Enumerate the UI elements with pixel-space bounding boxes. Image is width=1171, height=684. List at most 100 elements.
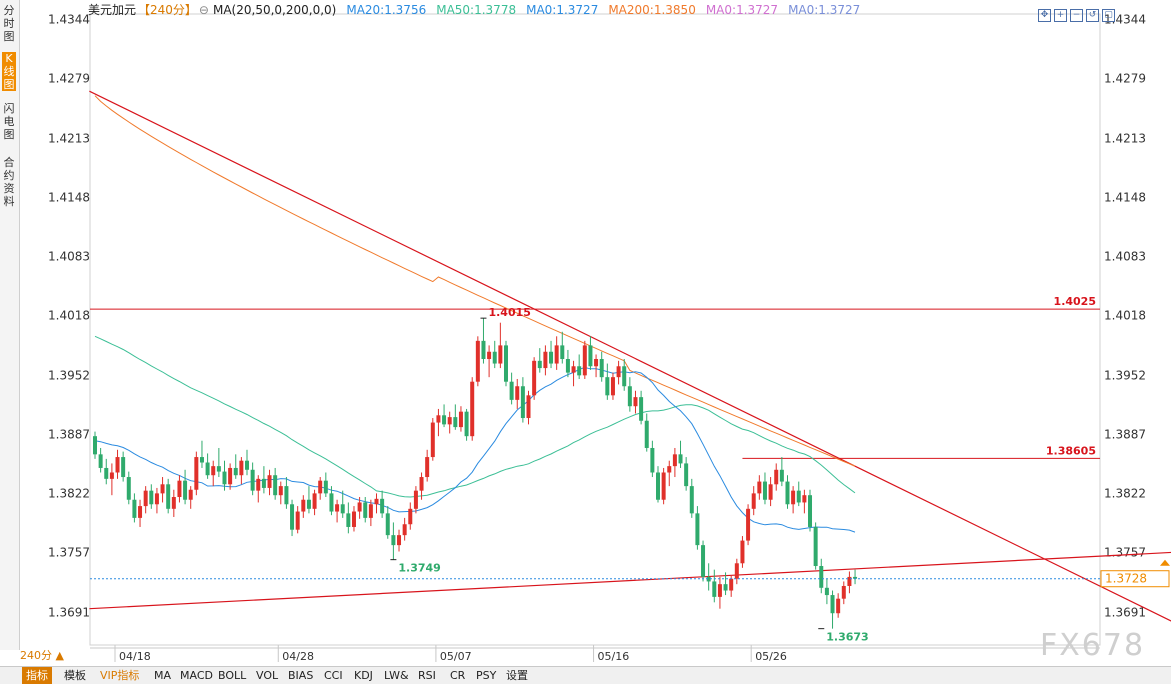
candle-body [419, 477, 424, 491]
candle-body [768, 484, 773, 500]
y-tick-right: 1.4018 [1104, 308, 1146, 322]
candle-body [650, 447, 655, 473]
candle-body [301, 499, 306, 512]
candle-body [757, 481, 762, 494]
candle-body [616, 366, 621, 378]
candle-body [425, 457, 430, 478]
plot-frame [89, 13, 1101, 646]
indicator-tab[interactable]: MA [154, 669, 172, 682]
watermark: FX678 [1040, 628, 1146, 663]
candle-body [481, 340, 486, 360]
candle-body [346, 513, 351, 527]
annotation-label: 1.4015 [488, 306, 530, 319]
tab-lightning[interactable]: 闪电图 [3, 102, 15, 141]
candle-body [205, 462, 210, 476]
tab-kline[interactable]: K线图 [2, 52, 16, 91]
candle-body [194, 457, 199, 490]
ma20-line [94, 366, 856, 533]
candle-body [318, 480, 323, 494]
candle-body [791, 490, 796, 505]
candle-body [796, 490, 801, 503]
indicator-tab[interactable]: BOLL [218, 669, 247, 682]
candle-body [430, 422, 435, 458]
candle-body [183, 480, 188, 500]
y-tick-left: 1.4148 [48, 190, 90, 204]
candle-body [571, 366, 576, 373]
candle-body [554, 345, 559, 364]
candle-body [656, 472, 660, 500]
candle-body [261, 478, 266, 488]
current-price-label: 1.3728 [1105, 572, 1147, 586]
legend-period[interactable]: 【240分】 [138, 3, 197, 17]
period-selector-label: 240分 [20, 649, 52, 662]
price-arrow-icon [1160, 559, 1170, 566]
y-tick-left: 1.3757 [48, 545, 90, 559]
settings-icon[interactable]: ⊖ [198, 3, 209, 17]
candle-body [678, 454, 683, 464]
toolbar-icons: ✥ + − ↺ ▢ [1038, 2, 1118, 22]
indicator-tab[interactable]: RSI [418, 669, 436, 682]
indicator-tab[interactable]: LW& [384, 669, 409, 682]
candle-body [487, 351, 492, 360]
indicator-tab[interactable]: VOL [256, 669, 279, 682]
fullscreen-icon[interactable]: ▢ [1102, 9, 1115, 22]
candle-body [492, 351, 497, 364]
x-tick-label: 05/07 [440, 650, 472, 663]
reset-icon[interactable]: ↺ [1086, 9, 1099, 22]
candle-body [565, 359, 570, 373]
y-tick-right: 1.3822 [1104, 486, 1146, 500]
tab-contract-info[interactable]: 合约资料 [3, 156, 15, 208]
candle-body [830, 595, 835, 614]
candle-body [216, 466, 221, 472]
candle-body [138, 506, 143, 518]
candle-body [385, 513, 390, 536]
indicator-tab[interactable]: MACD [180, 669, 213, 682]
period-selector[interactable]: 240分 ▲ [20, 648, 68, 664]
y-tick-left: 1.3691 [48, 605, 90, 619]
candle-body [847, 576, 852, 586]
candle-body [464, 411, 469, 437]
current-price-box [1100, 570, 1170, 588]
candle-body [239, 460, 244, 476]
candle-body [594, 359, 599, 367]
zoom-in-icon[interactable]: + [1054, 9, 1067, 22]
candle-body [335, 504, 340, 512]
zoom-out-icon[interactable]: − [1070, 9, 1083, 22]
annotation-label: 1.3673 [826, 631, 868, 644]
indicator-tab[interactable]: KDJ [354, 669, 373, 682]
candle-body [363, 502, 368, 518]
indicator-tab[interactable]: 模板 [64, 669, 86, 682]
move-icon[interactable]: ✥ [1038, 9, 1051, 22]
candle-body [329, 493, 334, 512]
candle-body [391, 535, 396, 546]
x-tick-label: 05/16 [598, 650, 630, 663]
x-tick-label: 04/28 [282, 650, 314, 663]
candle-body [644, 420, 649, 448]
candle-body [380, 498, 385, 514]
candle-body [273, 475, 278, 496]
candle-body [667, 466, 672, 473]
indicator-tab[interactable]: 指标 [22, 667, 52, 684]
y-tick-right: 1.3757 [1104, 545, 1146, 559]
indicator-tab[interactable]: 设置 [506, 669, 528, 682]
y-tick-left: 1.4213 [48, 131, 90, 145]
candle-body [746, 508, 751, 541]
candle-body [532, 360, 537, 396]
indicator-tab[interactable]: CR [450, 669, 466, 682]
y-tick-left: 1.4083 [48, 249, 90, 263]
candle-body [695, 513, 700, 546]
candle-body [841, 585, 846, 599]
indicator-tab[interactable]: VIP指标 [100, 669, 140, 682]
y-tick-left: 1.4344 [48, 12, 90, 26]
y-tick-right: 1.4148 [1104, 190, 1146, 204]
indicator-tab[interactable]: BIAS [288, 669, 314, 682]
candle-body [340, 504, 345, 514]
indicator-tab[interactable]: CCI [324, 669, 343, 682]
indicator-tab[interactable]: PSY [476, 669, 497, 682]
tab-timeshare[interactable]: 分时图 [3, 4, 15, 43]
candle-body [734, 563, 739, 579]
candle-body [526, 395, 531, 419]
candle-body [836, 598, 841, 614]
candle-body [256, 478, 261, 491]
